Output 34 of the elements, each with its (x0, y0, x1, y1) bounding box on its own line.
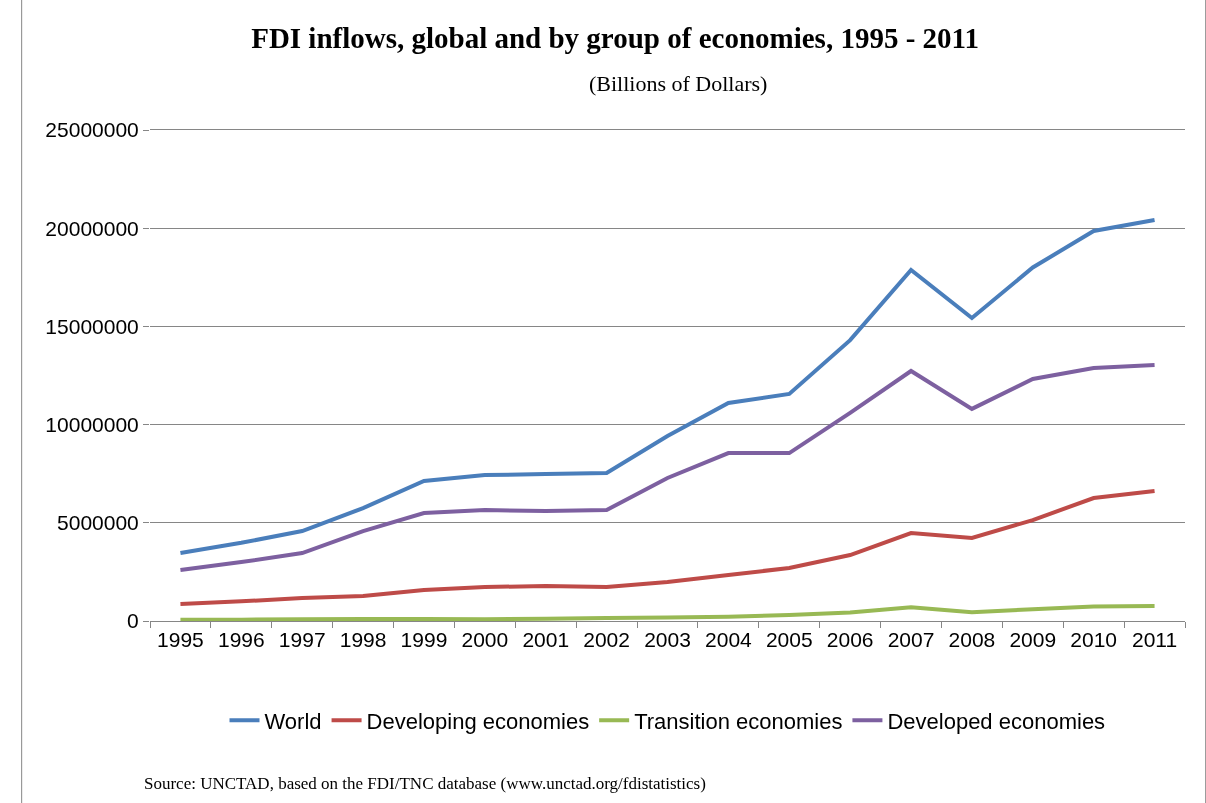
legend-label: Developing economies (366, 708, 590, 734)
legend-label: Developed economies (887, 708, 1106, 734)
line-series (178, 488, 1157, 606)
x-tick-label: 2005 (765, 628, 813, 652)
x-tick-label: 2006 (826, 628, 874, 652)
chart-title: FDI inflows, global and by group of economies, 1995 - 2011 (251, 22, 979, 55)
x-tick-label: 2008 (948, 628, 996, 652)
y-tick-label: 0 (127, 609, 139, 633)
x-tick-label: 2010 (1070, 628, 1118, 652)
x-tick-label: 1996 (217, 628, 265, 652)
x-tick-label: 2009 (1009, 628, 1057, 652)
source-note: Source: UNCTAD, based on the FDI/TNC database (www.unctad.org/fdistatistics) (144, 774, 706, 793)
x-tick-label: 1999 (400, 628, 448, 652)
legend-label: Transition economies (634, 708, 843, 734)
x-tick-label: 1998 (339, 628, 387, 652)
x-tick-label: 2004 (705, 628, 753, 652)
x-tick-label: 2001 (522, 628, 570, 652)
x-tick-label: 2003 (644, 628, 691, 652)
line-series (178, 217, 1157, 556)
legend-label: World (264, 708, 322, 734)
y-tick-label: 10000000 (45, 412, 139, 436)
chart-subtitle: (Billions of Dollars) (589, 71, 768, 96)
x-tick-label: 2011 (1131, 628, 1178, 652)
x-tick-label: 2007 (887, 628, 935, 652)
y-tick-label: 20000000 (45, 216, 139, 240)
y-tick-label: 15000000 (45, 314, 139, 338)
x-tick-label: 1997 (278, 628, 326, 652)
line-series (178, 363, 1157, 572)
x-tick-label: 2000 (461, 628, 509, 652)
line-series (178, 604, 1157, 621)
x-tick-label: 1995 (157, 628, 204, 652)
x-tick-label: 2002 (583, 628, 630, 652)
y-tick-label: 5000000 (57, 511, 139, 535)
y-tick-label: 25000000 (45, 118, 139, 142)
